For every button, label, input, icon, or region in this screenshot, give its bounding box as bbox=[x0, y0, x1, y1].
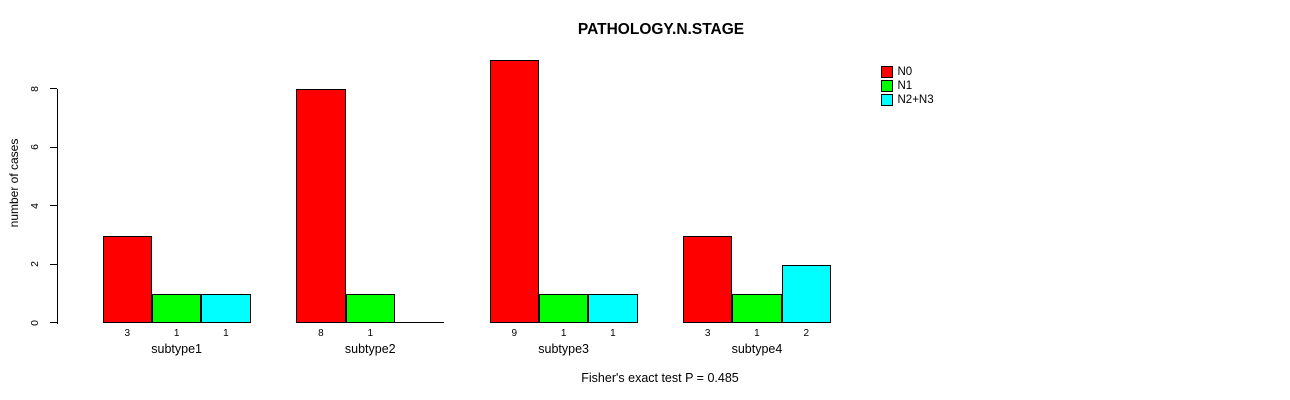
y-tick-mark bbox=[50, 322, 57, 324]
bar-value-label: 8 bbox=[318, 327, 324, 339]
bar-value-label: 1 bbox=[173, 327, 180, 339]
bar bbox=[201, 294, 251, 324]
y-tick-label: 8 bbox=[29, 85, 41, 92]
bar-value-label: 3 bbox=[124, 327, 131, 339]
category-label: subtype3 bbox=[538, 341, 589, 356]
bar bbox=[781, 264, 831, 324]
bar bbox=[683, 235, 733, 324]
bar-value-label: 1 bbox=[367, 327, 374, 339]
legend-swatch bbox=[881, 66, 893, 78]
y-tick-mark bbox=[50, 88, 57, 90]
y-tick-mark bbox=[50, 146, 57, 148]
legend-swatch bbox=[881, 94, 893, 106]
bar-value-label: 2 bbox=[803, 327, 810, 339]
bar-value-label: 1 bbox=[560, 327, 567, 339]
bar-value-label: 1 bbox=[223, 327, 229, 339]
bar-value-label: 9 bbox=[511, 327, 518, 339]
y-tick-label: 6 bbox=[29, 144, 41, 151]
bar bbox=[345, 294, 395, 324]
legend-swatch bbox=[881, 80, 893, 92]
category-label: subtype2 bbox=[344, 341, 396, 356]
bar bbox=[102, 235, 152, 324]
legend-label: N1 bbox=[897, 79, 913, 92]
y-tick-mark bbox=[50, 205, 57, 207]
legend-label: N0 bbox=[897, 66, 913, 78]
bar bbox=[732, 294, 782, 324]
category-label: subtype1 bbox=[151, 341, 202, 356]
legend-item: N2+N3 bbox=[881, 94, 934, 106]
stat-annotation: Fisher's exact test P = 0.485 bbox=[581, 371, 739, 385]
y-tick-label: 0 bbox=[29, 319, 41, 326]
category-label: subtype4 bbox=[731, 341, 783, 356]
bar bbox=[539, 294, 589, 324]
legend-label: N2+N3 bbox=[897, 93, 934, 106]
y-tick-label: 4 bbox=[29, 202, 41, 209]
y-axis-line bbox=[57, 89, 58, 324]
bar bbox=[152, 294, 202, 324]
bar-value-label: 1 bbox=[610, 327, 616, 339]
y-tick-mark bbox=[50, 263, 57, 265]
bar bbox=[296, 89, 346, 324]
legend-item: N0 bbox=[881, 66, 912, 78]
y-axis-title: number of cases bbox=[7, 138, 21, 228]
y-tick-label: 2 bbox=[29, 261, 41, 268]
bar bbox=[489, 60, 539, 324]
bar-value-label: 1 bbox=[754, 327, 760, 339]
chart-title: PATHOLOGY.N.STAGE bbox=[577, 21, 745, 38]
bar-value-label: 3 bbox=[704, 327, 711, 339]
legend-item: N1 bbox=[881, 80, 912, 92]
bar bbox=[588, 294, 638, 324]
